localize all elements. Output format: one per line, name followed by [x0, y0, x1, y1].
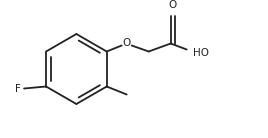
Text: F: F	[15, 83, 21, 94]
Text: O: O	[122, 39, 131, 48]
Text: O: O	[169, 0, 177, 10]
Text: HO: HO	[193, 48, 209, 59]
